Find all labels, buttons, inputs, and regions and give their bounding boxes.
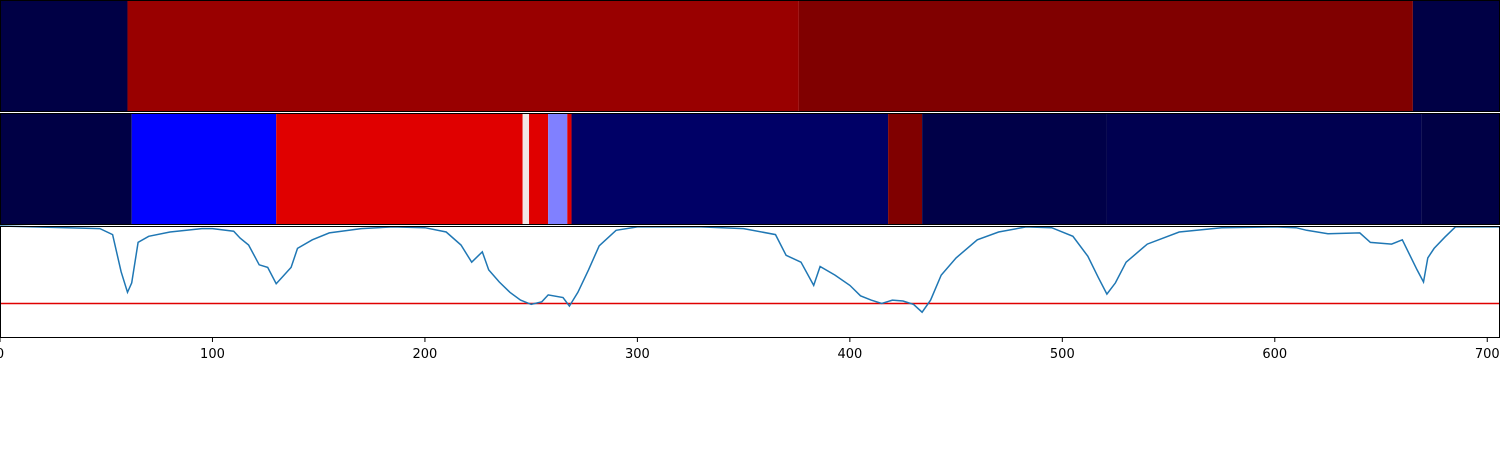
segment xyxy=(571,113,889,225)
segment xyxy=(1421,113,1500,225)
x-tick-label: 600 xyxy=(1262,347,1287,362)
segment xyxy=(131,113,277,225)
segment xyxy=(276,113,523,225)
segment xyxy=(888,113,923,225)
segment xyxy=(127,0,799,112)
segment xyxy=(0,0,128,112)
segment xyxy=(922,113,1107,225)
x-tick-label: 500 xyxy=(1050,347,1075,362)
x-tick-label: 0 xyxy=(0,347,4,362)
x-tick-label: 100 xyxy=(200,347,225,362)
segment xyxy=(1412,0,1500,112)
segment xyxy=(0,113,132,225)
segment xyxy=(1106,113,1422,225)
segment xyxy=(522,113,530,225)
panel-frame xyxy=(0,226,1500,338)
x-tick-label: 400 xyxy=(837,347,862,362)
segment xyxy=(529,113,549,225)
segment xyxy=(798,0,1413,112)
x-tick-label: 200 xyxy=(413,347,438,362)
x-tick-label: 300 xyxy=(625,347,650,362)
data-line xyxy=(0,225,1500,314)
segment xyxy=(567,113,572,225)
x-tick-label: 700 xyxy=(1475,347,1500,362)
segment xyxy=(548,113,568,225)
